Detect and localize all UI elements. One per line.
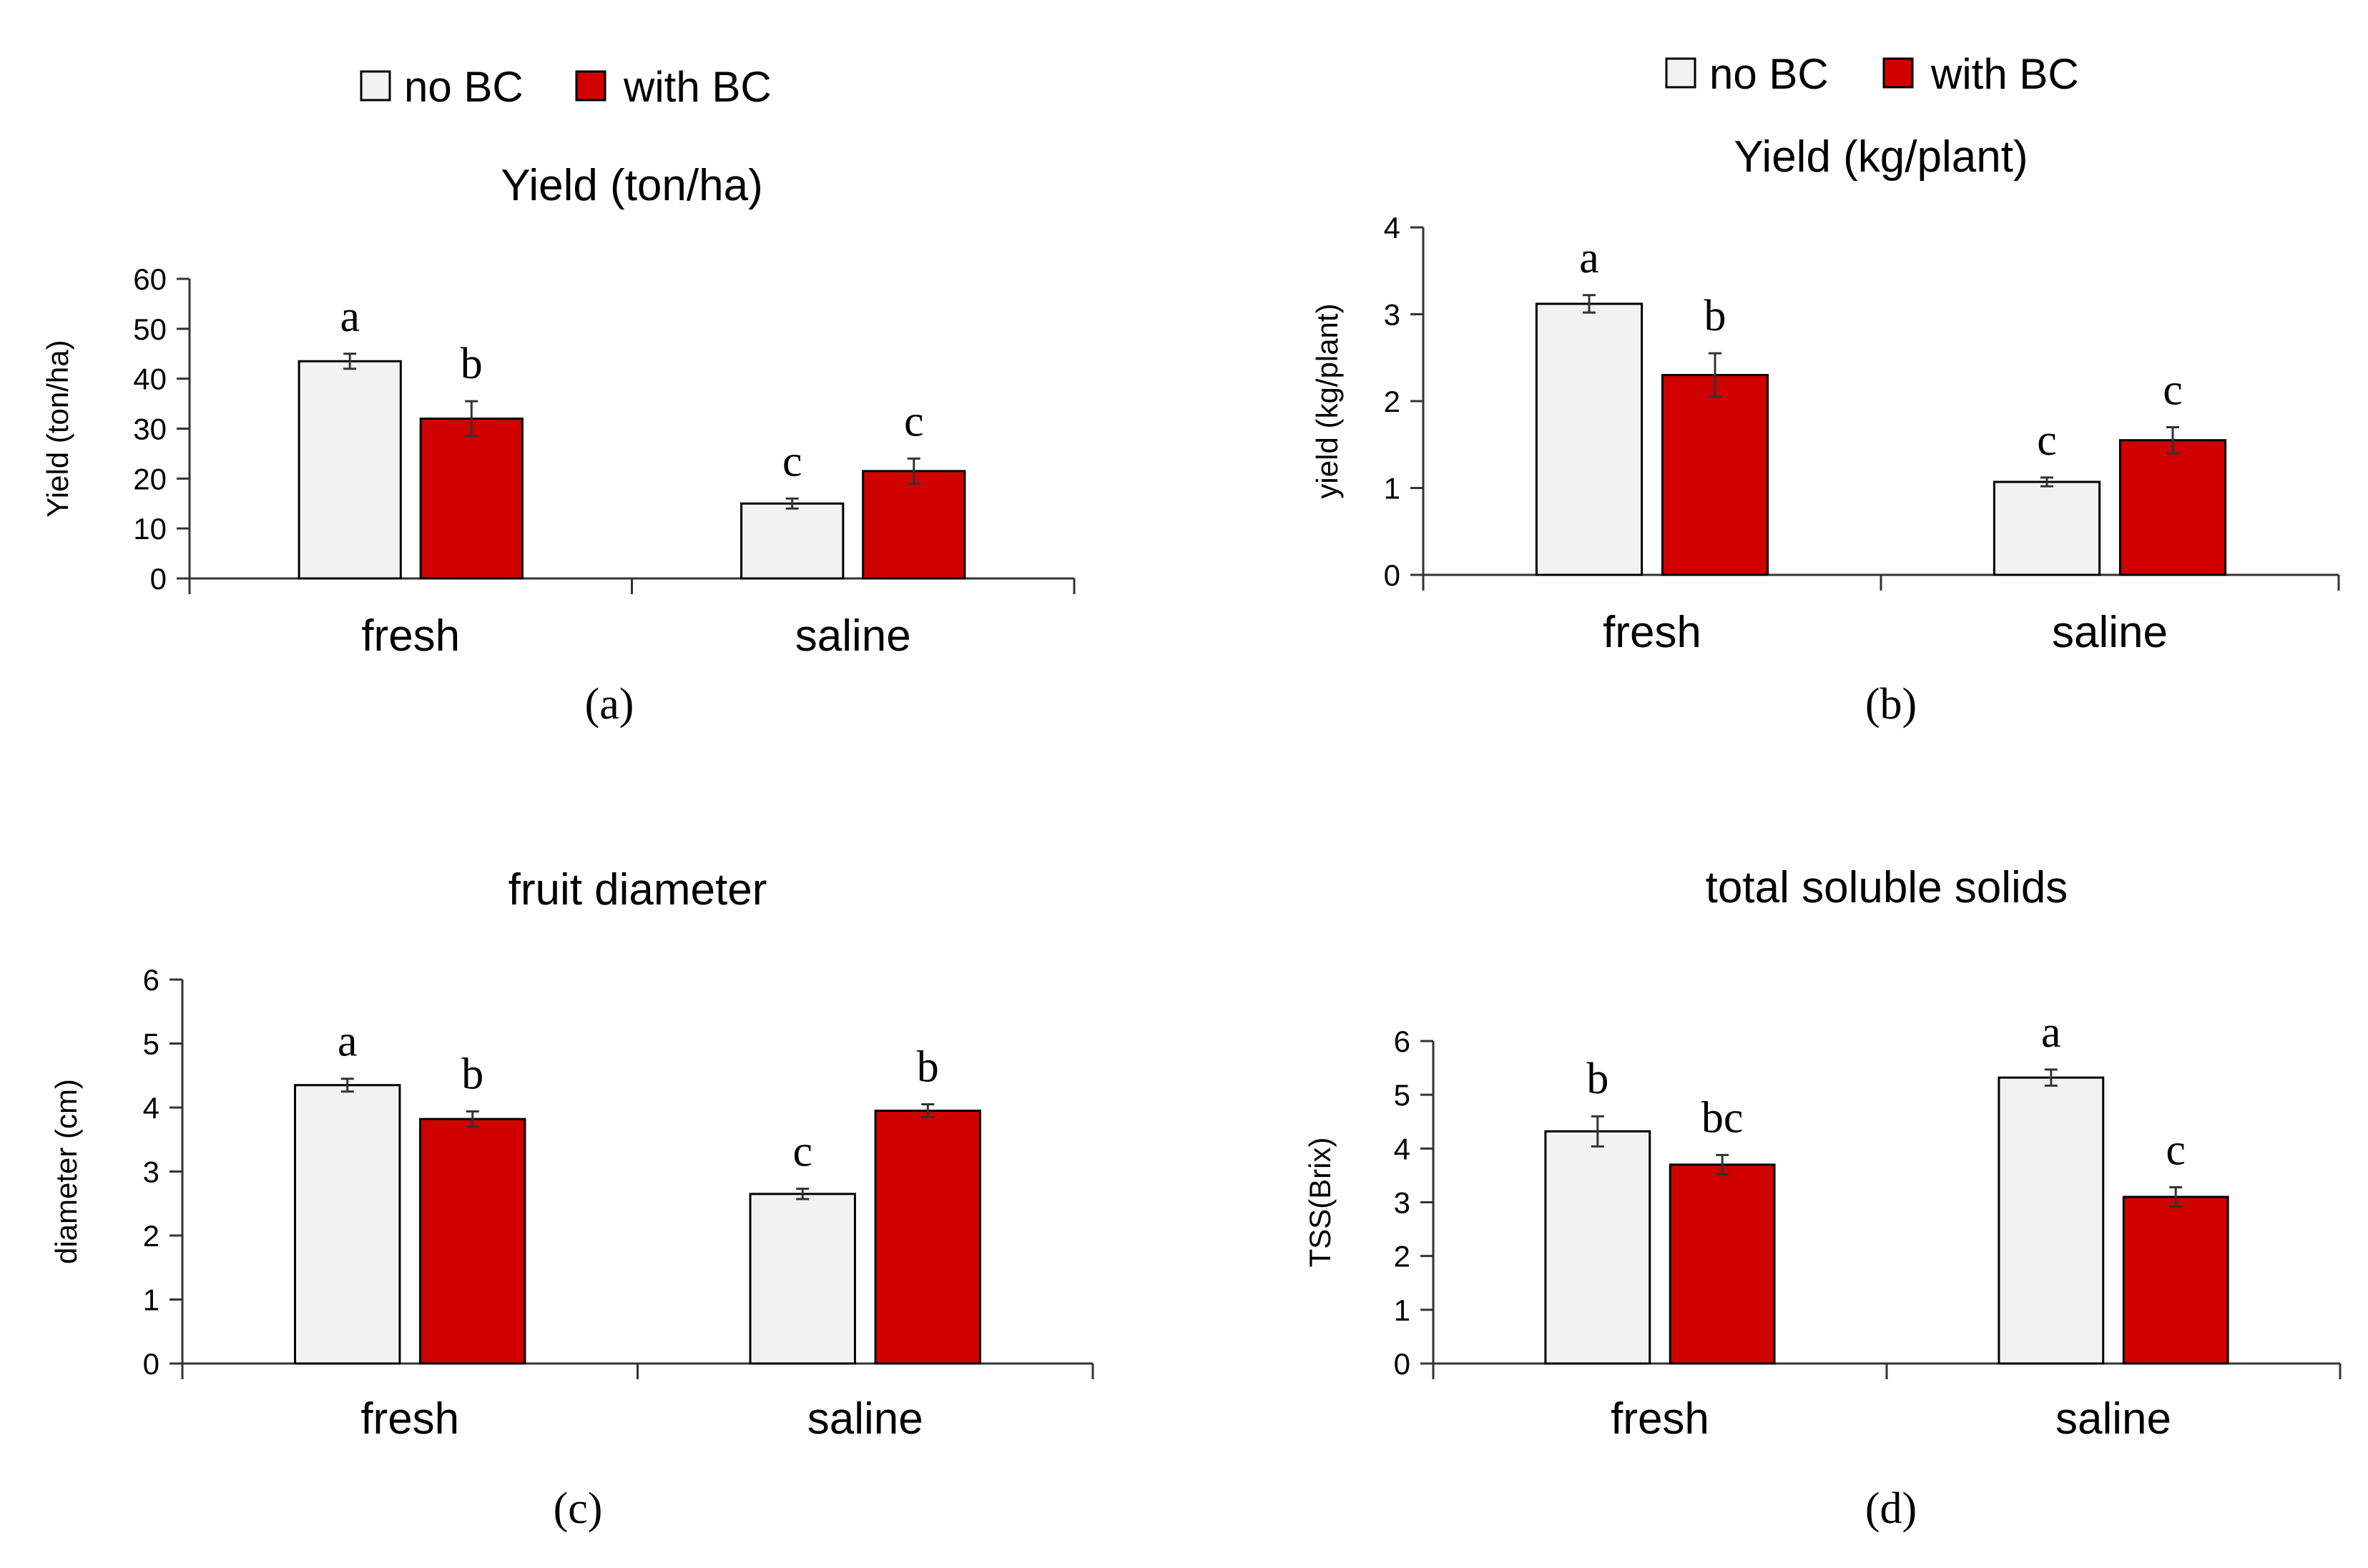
bar-with-bc-fresh [1661,374,1769,576]
y-axis-label: diameter (cm) [49,1079,83,1264]
y-tick-label: 0 [1394,1347,1410,1381]
y-tick-label: 4 [1394,1132,1410,1165]
bar-no-bc-fresh [298,360,402,580]
category-label-saline: saline [2052,608,2168,657]
y-tick-label: 0 [143,1347,159,1381]
chart-panel-a: no BC with BC Yield (ton/ha) Yield (ton/ha)… [41,63,1076,729]
bar-no-bc-saline [1993,480,2101,576]
significance-letter: c [792,1128,812,1176]
bar-with-bc-fresh [1669,1163,1776,1365]
category-label-fresh: fresh [361,611,460,661]
significance-letter: b [461,340,483,388]
legend: no BC with BC [360,63,772,111]
bar-with-bc-saline [2122,1195,2229,1365]
bar-no-bc-fresh [294,1084,401,1365]
y-tick-label: 3 [1394,1186,1410,1220]
y-tick-label: 20 [133,462,167,495]
significance-letter: b [917,1043,939,1092]
category-label-saline: saline [807,1394,923,1444]
y-tick-label: 5 [143,1027,159,1061]
panel-label: (c) [554,1484,603,1533]
significance-letter: b [1704,292,1726,340]
y-tick-label: 0 [1384,558,1400,592]
legend: no BC with BC [1665,50,2079,98]
y-axis-label: Yield (ton/ha) [41,340,74,517]
bar-no-bc-saline [749,1193,856,1365]
significance-letter: b [1586,1055,1608,1103]
category-label-fresh: fresh [1603,608,1701,657]
y-tick-label: 4 [143,1091,159,1125]
legend-label-with-bc: with BC [623,63,772,111]
y-tick-label: 2 [1394,1240,1410,1273]
chart-title: Yield (ton/ha) [501,161,762,210]
significance-letter: c [2163,365,2183,414]
y-tick-label: 3 [1384,298,1400,332]
panel-label: (a) [585,680,634,729]
y-tick-label: 4 [1384,211,1400,245]
significance-letter: a [338,1017,358,1066]
significance-letter: a [340,292,360,341]
y-tick-label: 1 [1394,1293,1410,1327]
legend-label-no-bc: no BC [404,63,524,111]
y-tick-label: 60 [133,262,167,296]
y-tick-label: 5 [1394,1078,1410,1112]
bar-no-bc-fresh [1544,1130,1651,1365]
chart-title: total soluble solids [1706,863,2068,912]
category-label-fresh: fresh [360,1394,459,1444]
significance-letter: bc [1701,1093,1744,1142]
bar-with-bc-fresh [419,1118,526,1365]
y-tick-label: 6 [143,963,159,997]
bar-with-bc-fresh [419,418,524,580]
category-label-fresh: fresh [1611,1394,1709,1444]
y-axis-label: TSS(Brix) [1303,1138,1337,1268]
y-tick-label: 50 [133,312,167,346]
significance-letter: a [1579,234,1599,282]
bar-no-bc-saline [1998,1076,2105,1365]
significance-letter: c [904,397,924,445]
y-axis-label: yield (kg/plant) [1310,303,1344,498]
y-tick-label: 0 [150,562,167,596]
legend-label-no-bc: no BC [1709,50,1829,98]
legend-label-with-bc: with BC [1930,50,2079,98]
y-tick-label: 6 [1394,1025,1410,1058]
bar-with-bc-saline [862,470,966,580]
chart-title: Yield (kg/plant) [1734,132,2028,182]
y-tick-label: 40 [133,363,167,396]
bar-with-bc-saline [874,1109,981,1365]
legend-swatch-with-bc [1882,57,1914,89]
significance-letter: c [2166,1125,2186,1174]
category-label-saline: saline [795,611,911,661]
y-tick-label: 1 [143,1283,159,1317]
y-tick-label: 2 [1384,385,1400,418]
panel-label: (d) [1865,1484,1917,1533]
chart-panel-c: fruit diameter diameter (cm) 0 1 2 3 4 5 6 fresh a… [49,865,1094,1533]
bar-with-bc-saline [2118,439,2227,576]
legend-swatch-no-bc [360,70,391,102]
y-tick-label: 10 [133,512,167,546]
y-tick-label: 1 [1384,472,1400,506]
chart-panel-b: no BC with BC Yield (kg/plant) yield (kg/pl… [1310,50,2340,729]
significance-letter: c [2037,416,2057,465]
legend-swatch-with-bc [575,70,606,102]
panel-label: (b) [1865,680,1917,729]
bar-no-bc-saline [740,502,845,580]
significance-letter: c [782,437,802,485]
y-tick-label: 2 [143,1219,159,1253]
category-label-saline: saline [2055,1394,2171,1444]
chart-panel-d: total soluble solids TSS(Brix) 0 1 2 3 4 5 6 fres… [1303,863,2342,1533]
legend-swatch-no-bc [1665,57,1696,89]
significance-letter: b [461,1050,483,1098]
y-tick-label: 3 [143,1155,159,1189]
bar-no-bc-fresh [1535,302,1644,576]
chart-title: fruit diameter [509,865,767,914]
y-tick-label: 30 [133,413,167,446]
significance-letter: a [2041,1008,2061,1057]
